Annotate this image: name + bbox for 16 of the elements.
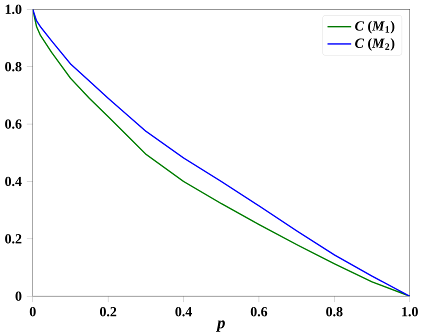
line-series: [32, 9, 410, 296]
y-tick-label: 0: [16, 291, 22, 301]
x-tick-label: 0.4: [175, 306, 192, 316]
x-tick-label: 1.0: [402, 306, 418, 316]
y-tick-label: 1.0: [6, 4, 22, 14]
x-tick-label: 0.6: [250, 306, 268, 316]
legend-label: C (M$_{1}$): [355, 20, 394, 34]
y-tick-label: 0.4: [5, 176, 22, 186]
x-axis-title: p: [216, 320, 225, 332]
x-tick-label: 0.2: [100, 306, 116, 316]
legend-label: C (M$_{2}$): [355, 38, 394, 50]
y-tick-label: 0.6: [5, 119, 22, 129]
x-tick-label: 0.8: [326, 306, 343, 316]
y-tick-label: 0.2: [5, 234, 22, 244]
y-tick-label: 0.8: [5, 62, 22, 72]
x-tick-label: 0: [30, 306, 36, 316]
